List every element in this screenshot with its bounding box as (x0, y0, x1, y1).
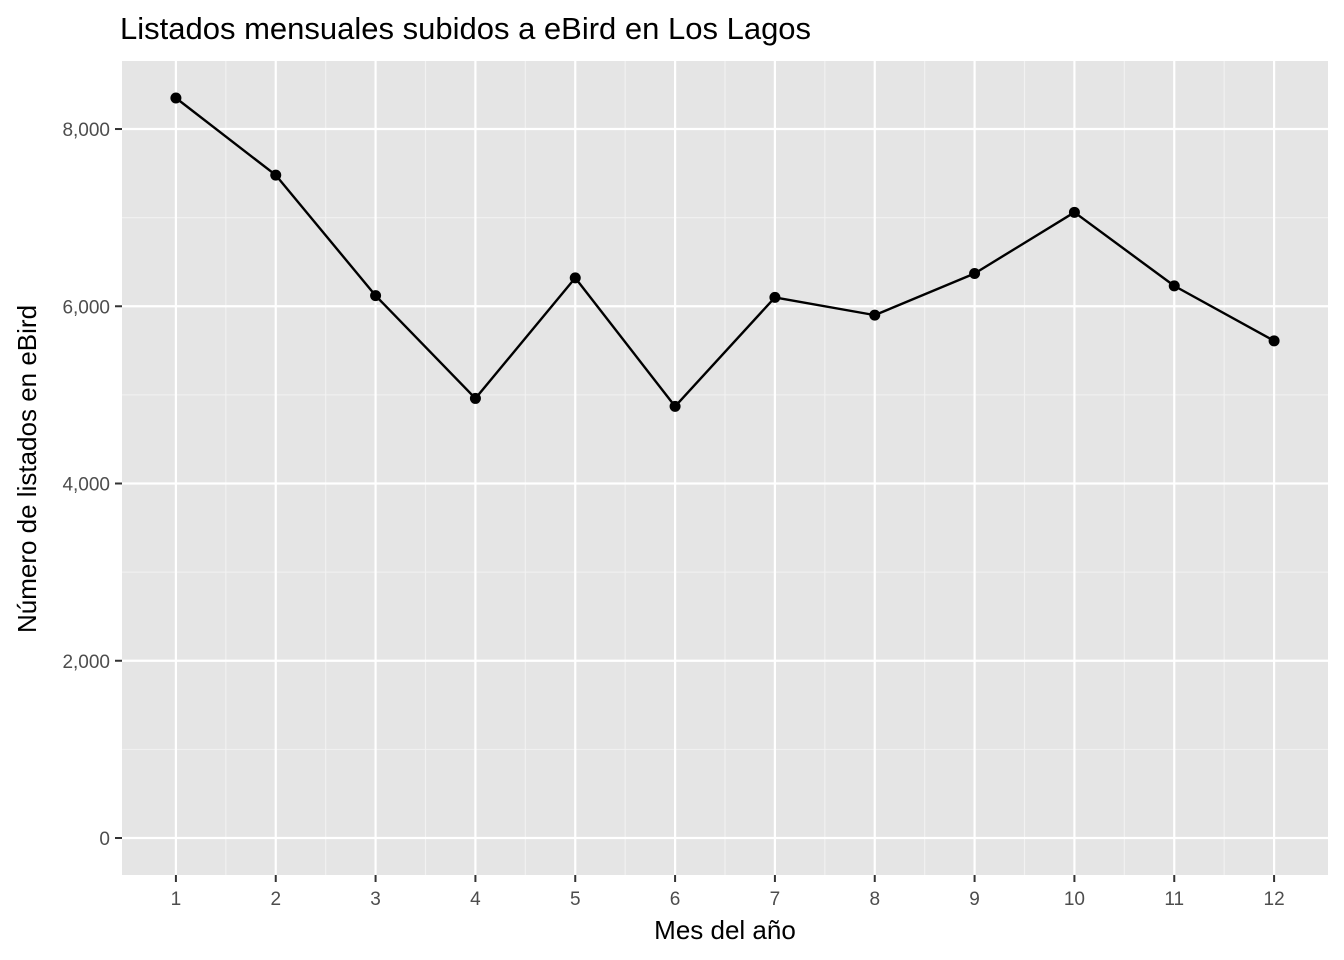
data-point (469, 392, 481, 404)
x-tick-label: 9 (969, 889, 980, 910)
y-tick-label: 8,000 (62, 120, 110, 141)
y-tick-label: 0 (99, 829, 110, 850)
data-point (969, 267, 981, 279)
x-tick-label: 11 (1164, 889, 1184, 910)
x-tick-label: 1 (171, 889, 182, 910)
y-tick-label: 4,000 (62, 475, 110, 496)
y-tick-label: 6,000 (62, 297, 110, 318)
y-tick-label: 2,000 (62, 652, 110, 673)
minor-grid (122, 61, 1328, 875)
series-line (175, 97, 1275, 408)
data-point (869, 309, 881, 321)
x-tick-label: 4 (470, 889, 481, 910)
x-tick-label: 6 (670, 889, 681, 910)
x-axis-title: Mes del año (654, 915, 796, 945)
data-point (769, 291, 781, 303)
data-point (1268, 335, 1280, 347)
data-point (569, 272, 581, 284)
x-tick-label: 8 (869, 889, 880, 910)
x-tick-label: 7 (770, 889, 781, 910)
y-axis: 0 2,000 4,000 6,000 8,000 (62, 120, 122, 850)
y-axis-title: Número de listados en eBird (12, 305, 42, 633)
x-tick-label: 12 (1264, 889, 1285, 910)
data-point (669, 400, 681, 412)
major-grid (122, 61, 1328, 875)
chart-title: Listados mensuales subidos a eBird en Lo… (120, 11, 811, 46)
data-point (1068, 206, 1080, 218)
data-point (370, 290, 382, 302)
data-point (1168, 280, 1180, 292)
x-tick-label: 10 (1064, 889, 1085, 910)
series-layer (170, 92, 1280, 412)
data-point (170, 92, 182, 104)
x-tick-label: 2 (270, 889, 281, 910)
data-point (270, 169, 282, 181)
x-tick-label: 5 (570, 889, 581, 910)
x-tick-label: 3 (370, 889, 381, 910)
x-axis: 1 2 3 4 5 6 7 8 9 10 11 12 (171, 875, 1285, 910)
